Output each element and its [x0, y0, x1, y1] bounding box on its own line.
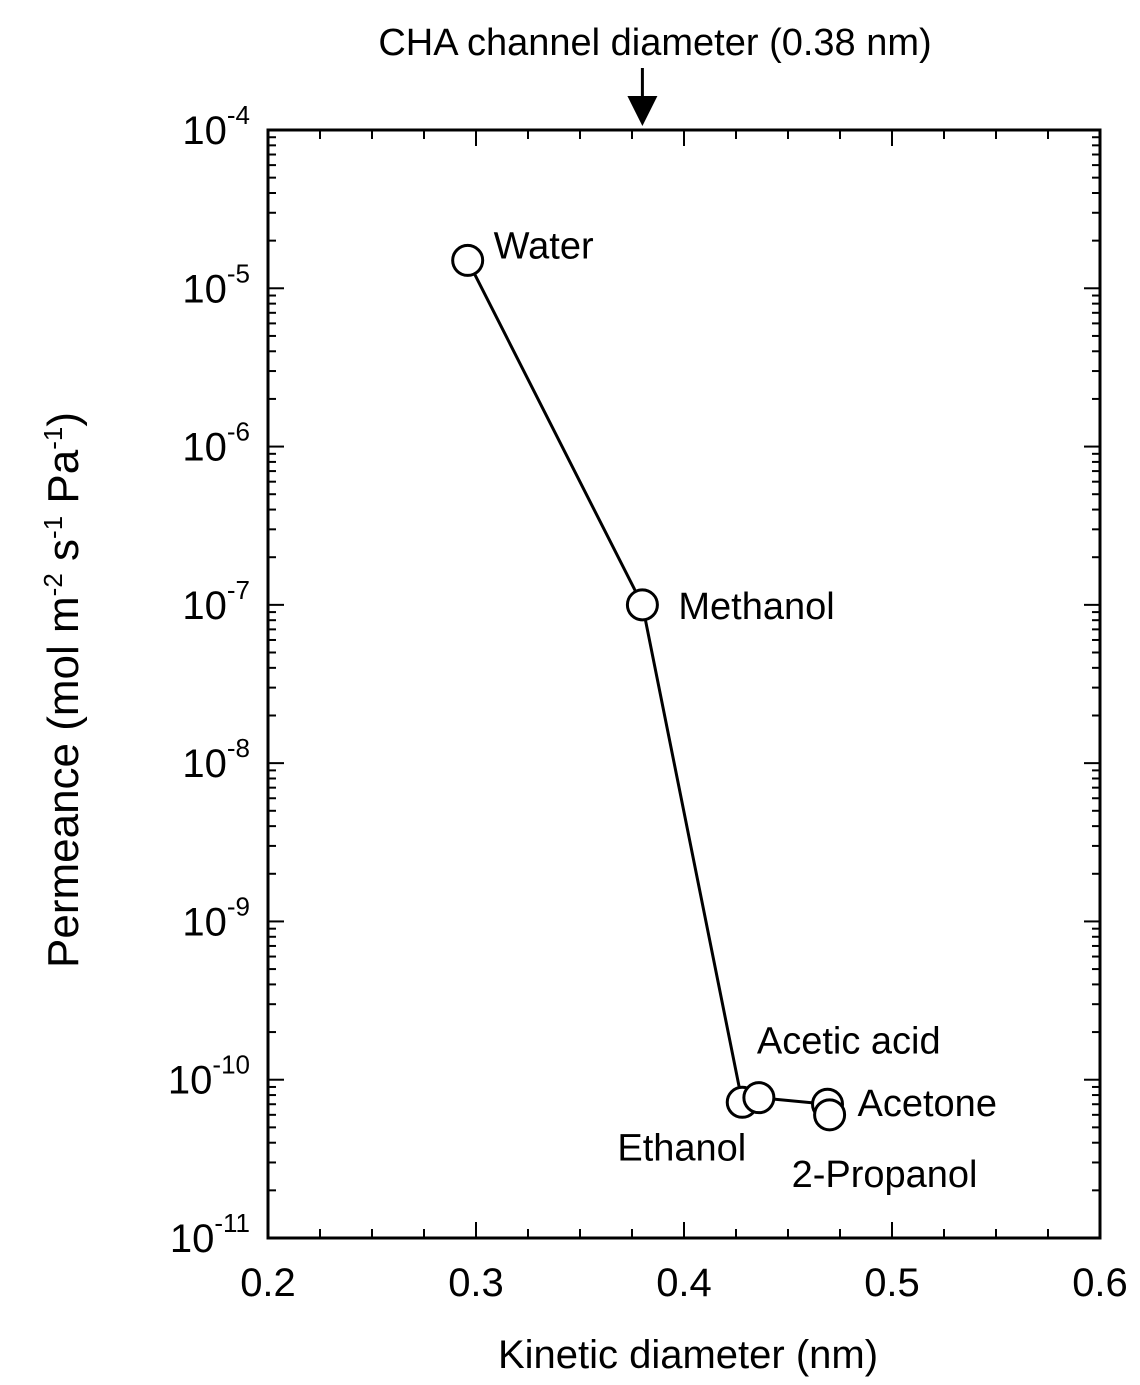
- y-tick-label: 10-10: [168, 1050, 250, 1103]
- point-label: Methanol: [678, 586, 834, 628]
- axis-ticks: [267, 129, 1101, 1239]
- y-tick-label: 10-8: [182, 733, 250, 786]
- point-label: 2-Propanol: [792, 1154, 978, 1196]
- y-tick-label: 10-7: [182, 575, 250, 628]
- point-label: Acetone: [858, 1083, 997, 1125]
- y-tick-label: 10-5: [182, 258, 250, 311]
- data-markers: [451, 243, 847, 1132]
- x-tick-label: 0.6: [1072, 1261, 1128, 1305]
- y-tick-label: 10-4: [182, 100, 250, 153]
- plot-frame: [266, 128, 1102, 1240]
- data-point-marker: [625, 588, 659, 622]
- x-tick-label: 0.4: [656, 1261, 712, 1305]
- point-label: Water: [494, 225, 594, 267]
- y-tick-label: 10-11: [170, 1208, 250, 1261]
- annotation-arrow: [627, 68, 658, 126]
- x-tick-label: 0.3: [448, 1261, 504, 1305]
- x-tick-labels: 0.2 0.3 0.4 0.5 0.6: [240, 1261, 1128, 1305]
- data-point-marker: [813, 1098, 847, 1132]
- y-tick-label: 10-9: [182, 891, 250, 944]
- x-axis-label: Kinetic diameter (nm): [498, 1333, 878, 1377]
- point-labels: Water Methanol Ethanol Acetic acid Acetone 2-…: [494, 225, 997, 1195]
- y-tick-labels: 10-4 10-5 10-6 10-7 10-8 10-9 10-10 10-11: [168, 100, 250, 1261]
- data-point-marker: [451, 243, 485, 277]
- point-label: Acetic acid: [757, 1021, 941, 1063]
- data-point-marker: [742, 1081, 776, 1115]
- y-tick-label: 10-6: [182, 417, 250, 470]
- y-axis-label: Permeance (mol m-2 s-1 Pa-1): [38, 412, 88, 968]
- annotation-label: CHA channel diameter (0.38 nm): [378, 22, 931, 64]
- point-label: Ethanol: [617, 1127, 746, 1169]
- x-tick-label: 0.2: [240, 1261, 296, 1305]
- x-tick-label: 0.5: [864, 1261, 920, 1305]
- series-line: [466, 259, 832, 1116]
